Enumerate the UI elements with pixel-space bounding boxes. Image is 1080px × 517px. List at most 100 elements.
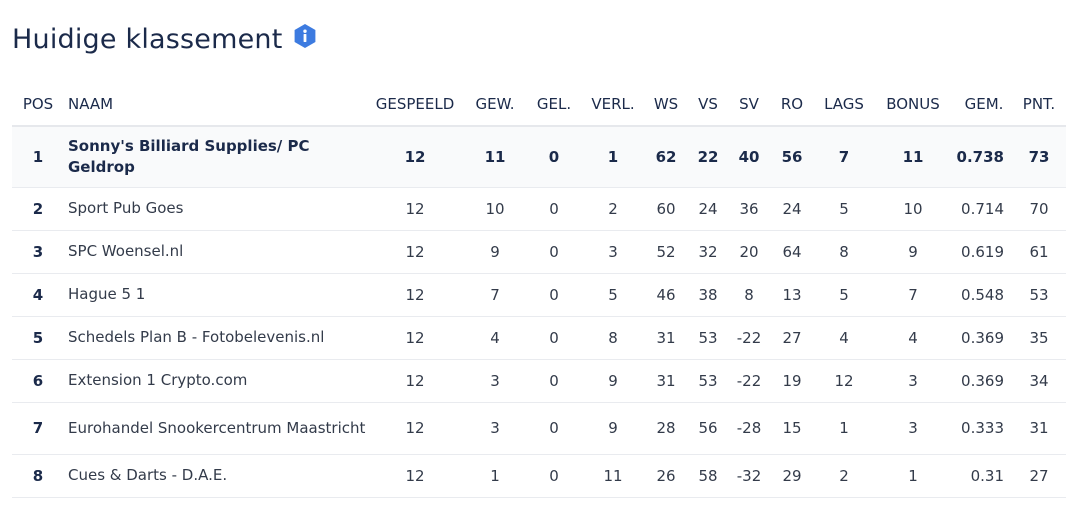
cell-sv: 40 [732, 126, 766, 188]
cell-bonus: 7 [870, 273, 956, 317]
cell-pos: 7 [12, 402, 64, 455]
column-header-pnt[interactable]: PNT. [1012, 82, 1066, 127]
table-row[interactable]: 8 Cues & Darts - D.A.E. 12 1 0 11 26 58 … [12, 454, 1066, 498]
cell-gespeeld: 12 [370, 273, 460, 317]
cell-pnt: 61 [1012, 230, 1066, 274]
column-header-gespeeld[interactable]: GESPEELD [370, 82, 460, 127]
cell-team-name[interactable]: Eurohandel Snookercentrum Maastricht [64, 402, 370, 455]
table-row[interactable]: 5 Schedels Plan B - Fotobelevenis.nl 12 … [12, 316, 1066, 360]
cell-pnt: 53 [1012, 273, 1066, 317]
cell-gel: 0 [530, 316, 578, 360]
cell-gew: 3 [460, 402, 530, 455]
cell-team-name[interactable]: Cues & Darts - D.A.E. [64, 454, 370, 498]
cell-gel: 0 [530, 402, 578, 455]
cell-ws: 60 [648, 187, 684, 231]
cell-sv: 20 [732, 230, 766, 274]
column-header-lags[interactable]: LAGS [818, 82, 870, 127]
cell-pnt: 35 [1012, 316, 1066, 360]
cell-verl: 3 [578, 230, 648, 274]
cell-team-name[interactable]: SPC Woensel.nl [64, 230, 370, 274]
info-icon[interactable] [292, 23, 318, 49]
table-row[interactable]: 3 SPC Woensel.nl 12 9 0 3 52 32 20 64 8 … [12, 230, 1066, 274]
cell-team-name[interactable]: Hague 5 1 [64, 273, 370, 317]
cell-team-name[interactable]: Schedels Plan B - Fotobelevenis.nl [64, 316, 370, 360]
standings-table-wrapper: POS NAAM GESPEELD GEW. GEL. VERL. WS VS … [12, 82, 1066, 498]
cell-gem: 0.714 [956, 187, 1012, 231]
cell-verl: 8 [578, 316, 648, 360]
cell-vs: 56 [684, 402, 732, 455]
cell-sv: 8 [732, 273, 766, 317]
cell-gew: 10 [460, 187, 530, 231]
cell-bonus: 1 [870, 454, 956, 498]
cell-ro: 64 [766, 230, 818, 274]
table-row[interactable]: 7 Eurohandel Snookercentrum Maastricht 1… [12, 402, 1066, 455]
column-header-gew[interactable]: GEW. [460, 82, 530, 127]
cell-gel: 0 [530, 359, 578, 403]
standings-table: POS NAAM GESPEELD GEW. GEL. VERL. WS VS … [12, 82, 1066, 498]
cell-ro: 29 [766, 454, 818, 498]
cell-ws: 31 [648, 359, 684, 403]
cell-verl: 2 [578, 187, 648, 231]
cell-gew: 7 [460, 273, 530, 317]
cell-gem: 0.31 [956, 454, 1012, 498]
page-header: Huidige klassement [12, 20, 318, 60]
column-header-pos[interactable]: POS [12, 82, 64, 127]
cell-gem: 0.369 [956, 359, 1012, 403]
table-row[interactable]: 1 Sonny's Billiard Supplies/ PC Geldrop … [12, 126, 1066, 188]
cell-bonus: 9 [870, 230, 956, 274]
cell-vs: 32 [684, 230, 732, 274]
cell-gew: 11 [460, 126, 530, 188]
cell-bonus: 11 [870, 126, 956, 188]
cell-gespeeld: 12 [370, 126, 460, 188]
cell-ro: 56 [766, 126, 818, 188]
table-header-row: POS NAAM GESPEELD GEW. GEL. VERL. WS VS … [12, 82, 1066, 127]
cell-ws: 26 [648, 454, 684, 498]
cell-sv: -32 [732, 454, 766, 498]
cell-lags: 8 [818, 230, 870, 274]
table-row[interactable]: 4 Hague 5 1 12 7 0 5 46 38 8 13 5 7 0.54… [12, 273, 1066, 317]
cell-pnt: 73 [1012, 126, 1066, 188]
cell-gespeeld: 12 [370, 402, 460, 455]
cell-pnt: 34 [1012, 359, 1066, 403]
cell-ro: 27 [766, 316, 818, 360]
cell-lags: 7 [818, 126, 870, 188]
cell-gem: 0.369 [956, 316, 1012, 360]
cell-verl: 1 [578, 126, 648, 188]
column-header-vs[interactable]: VS [684, 82, 732, 127]
cell-sv: -22 [732, 359, 766, 403]
cell-vs: 22 [684, 126, 732, 188]
cell-team-name[interactable]: Sonny's Billiard Supplies/ PC Geldrop [64, 126, 370, 188]
cell-verl: 5 [578, 273, 648, 317]
cell-ro: 13 [766, 273, 818, 317]
cell-team-name[interactable]: Extension 1 Crypto.com [64, 359, 370, 403]
cell-gespeeld: 12 [370, 316, 460, 360]
table-row[interactable]: 6 Extension 1 Crypto.com 12 3 0 9 31 53 … [12, 359, 1066, 403]
column-header-ws[interactable]: WS [648, 82, 684, 127]
column-header-gem[interactable]: GEM. [956, 82, 1012, 127]
cell-gew: 4 [460, 316, 530, 360]
cell-ws: 31 [648, 316, 684, 360]
cell-sv: 36 [732, 187, 766, 231]
column-header-ro[interactable]: RO [766, 82, 818, 127]
cell-gespeeld: 12 [370, 359, 460, 403]
cell-bonus: 3 [870, 402, 956, 455]
column-header-sv[interactable]: SV [732, 82, 766, 127]
cell-ws: 28 [648, 402, 684, 455]
column-header-bonus[interactable]: BONUS [870, 82, 956, 127]
cell-vs: 53 [684, 359, 732, 403]
cell-gem: 0.619 [956, 230, 1012, 274]
cell-verl: 9 [578, 359, 648, 403]
cell-team-name[interactable]: Sport Pub Goes [64, 187, 370, 231]
cell-ro: 19 [766, 359, 818, 403]
column-header-gel[interactable]: GEL. [530, 82, 578, 127]
table-row[interactable]: 2 Sport Pub Goes 12 10 0 2 60 24 36 24 5… [12, 187, 1066, 231]
column-header-verl[interactable]: VERL. [578, 82, 648, 127]
cell-lags: 1 [818, 402, 870, 455]
cell-bonus: 3 [870, 359, 956, 403]
column-header-naam[interactable]: NAAM [64, 82, 370, 127]
cell-gem: 0.548 [956, 273, 1012, 317]
cell-gespeeld: 12 [370, 454, 460, 498]
cell-pnt: 31 [1012, 402, 1066, 455]
cell-pos: 5 [12, 316, 64, 360]
cell-lags: 4 [818, 316, 870, 360]
